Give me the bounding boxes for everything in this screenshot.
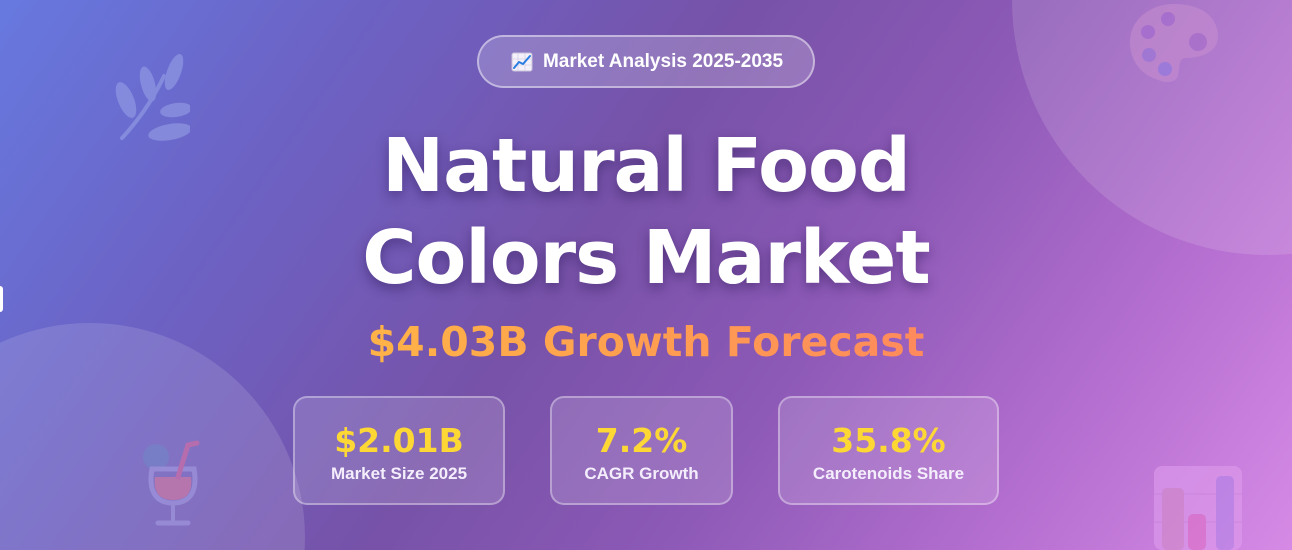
cocktail-icon: [143, 440, 200, 526]
title-line-2: Colors Market: [362, 215, 931, 301]
leaf-icon: [115, 53, 190, 141]
bar-chart-icon: [1154, 466, 1242, 550]
title-line-1: Natural Food: [382, 123, 911, 209]
palette-icon: [1130, 4, 1218, 83]
stat-label: Carotenoids Share: [812, 463, 965, 483]
stat-value: $2.01B: [334, 420, 464, 460]
stat-card-cagr: 7.2% CAGR Growth: [550, 396, 733, 505]
stat-label: CAGR Growth: [584, 463, 699, 483]
market-analysis-badge: Market Analysis 2025-2035: [476, 35, 816, 88]
stats-row: $2.01B Market Size 2025 7.2% CAGR Growth…: [293, 396, 999, 505]
stat-card-market-size: $2.01B Market Size 2025: [293, 396, 505, 505]
stat-label: Market Size 2025: [330, 463, 468, 483]
growth-forecast-subtitle: $4.03B Growth Forecast: [367, 318, 925, 366]
badge-label: Market Analysis 2025-2035: [542, 50, 784, 72]
stat-value: 35.8%: [831, 420, 946, 460]
page-title: Natural Food Colors Market: [362, 120, 931, 304]
edge-tab: [0, 286, 3, 312]
chart-increasing-icon: [511, 52, 533, 71]
stat-card-carotenoids: 35.8% Carotenoids Share: [778, 396, 999, 505]
stat-value: 7.2%: [595, 420, 688, 460]
